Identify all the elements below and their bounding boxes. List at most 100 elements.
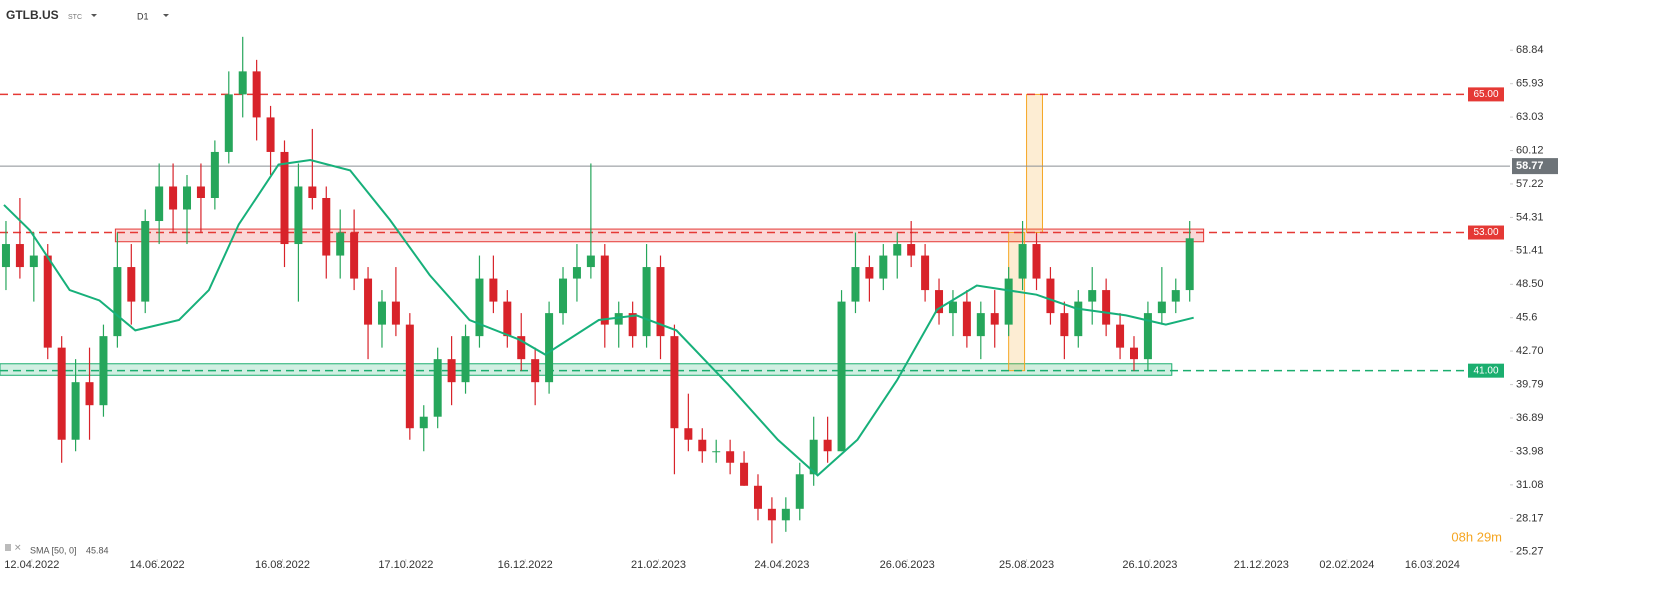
y-tick-label: 36.89	[1516, 412, 1544, 424]
candle-body	[322, 197, 331, 256]
candle-body	[753, 485, 762, 509]
candle-body	[489, 278, 498, 302]
candle-body	[795, 474, 804, 509]
candle-body	[252, 71, 261, 118]
candle-body	[196, 186, 205, 198]
candle-body	[99, 336, 108, 406]
candle-body	[447, 359, 456, 383]
candle-body	[614, 313, 623, 325]
zone	[114, 228, 1205, 243]
candle-body	[837, 301, 846, 452]
candle-body	[642, 267, 651, 337]
candle-body	[712, 451, 721, 453]
candle-body	[308, 186, 317, 198]
candle-body	[183, 186, 192, 210]
last-price-box	[1512, 158, 1558, 175]
sma-line	[3, 158, 1194, 477]
candle-body	[224, 94, 233, 152]
candle-body	[656, 267, 665, 337]
candle-body	[294, 186, 303, 245]
x-tick-label: 25.08.2023	[999, 559, 1054, 571]
x-tick-label: 12.04.2022	[4, 559, 59, 571]
candle-body	[976, 313, 985, 337]
candle-body	[781, 508, 790, 521]
candle-body	[851, 267, 860, 302]
candle-body	[935, 290, 944, 314]
candle-body	[43, 255, 52, 348]
candle-body	[879, 255, 888, 279]
y-tick-label: 39.79	[1516, 379, 1544, 391]
candle-body	[169, 186, 178, 210]
candle-body	[1004, 278, 1013, 325]
candle-body	[545, 313, 554, 383]
candle-body	[1129, 347, 1138, 360]
legend-icon[interactable]	[5, 544, 11, 551]
candle-body	[210, 151, 219, 198]
dropdown-arrow[interactable]	[91, 14, 97, 17]
interval[interactable]: D1	[137, 11, 149, 21]
candle-body	[475, 278, 484, 337]
candle-body	[670, 336, 679, 429]
y-tick-label: 33.98	[1516, 445, 1544, 457]
candle-body	[517, 336, 526, 360]
x-tick-label: 26.10.2023	[1122, 559, 1177, 571]
level-box	[1468, 225, 1504, 240]
zone	[0, 363, 1173, 376]
y-tick-label: 42.70	[1516, 345, 1544, 357]
x-tick-label: 21.02.2023	[631, 559, 686, 571]
candle-body	[586, 255, 595, 268]
candle-body	[1157, 301, 1166, 314]
candle-body	[1046, 278, 1055, 314]
last-price-label: 58.77	[1516, 160, 1544, 172]
candle-body	[461, 336, 470, 383]
y-tick-label: 57.22	[1516, 178, 1544, 190]
candle-body	[238, 71, 247, 95]
candle-body	[726, 451, 735, 463]
candle-body	[990, 313, 999, 325]
candle-body	[1074, 301, 1083, 337]
candle-body	[57, 347, 66, 440]
legend-close[interactable]: ✕	[14, 542, 22, 552]
candle-body	[1088, 290, 1097, 302]
candle-body	[141, 221, 150, 302]
level-label: 41.00	[1473, 365, 1498, 376]
level-box	[1468, 363, 1504, 378]
sma-label: SMA [50, 0]	[30, 545, 77, 555]
candle-body	[15, 244, 24, 268]
y-tick-label: 45.6	[1516, 312, 1537, 324]
y-tick-label: 28.17	[1516, 512, 1544, 524]
candle-body	[1060, 313, 1069, 337]
symbol[interactable]: GTLB.US	[6, 8, 59, 22]
candle-body	[531, 359, 540, 383]
candle-body	[559, 278, 568, 314]
x-tick-label: 16.12.2022	[498, 559, 553, 571]
candle-body	[391, 301, 400, 325]
timer: 08h 29m	[1451, 529, 1502, 544]
candle-body	[823, 439, 832, 452]
level-box	[1468, 87, 1504, 102]
x-tick-label: 02.02.2024	[1319, 559, 1374, 571]
market: STC	[68, 14, 82, 21]
dropdown-arrow[interactable]	[163, 14, 169, 17]
x-tick-label: 26.06.2023	[880, 559, 935, 571]
candle-body	[698, 439, 707, 452]
y-tick-label: 54.31	[1516, 211, 1544, 223]
candle-body	[503, 301, 512, 337]
level-label: 65.00	[1473, 89, 1498, 100]
candle-body	[1171, 290, 1180, 302]
candle-body	[350, 232, 359, 279]
x-tick-label: 24.04.2023	[754, 559, 809, 571]
zone	[1026, 93, 1043, 234]
candle-body	[962, 301, 971, 337]
candle-body	[155, 186, 164, 222]
candle-body	[364, 278, 373, 325]
candle-body	[280, 151, 289, 245]
candle-body	[127, 267, 136, 302]
candle-body	[740, 462, 749, 486]
candle-body	[1102, 290, 1111, 325]
candle-body	[1, 244, 10, 268]
candle-body	[921, 255, 930, 291]
candle-body	[433, 359, 442, 417]
candle-body	[377, 301, 386, 325]
